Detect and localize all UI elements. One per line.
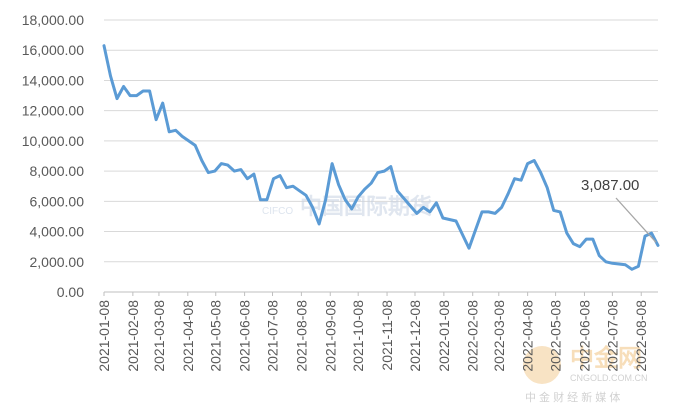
x-tick-label: 2022-03-08 xyxy=(491,300,507,372)
x-tick-label: 2021-12-08 xyxy=(407,300,423,372)
x-tick-label: 2022-06-08 xyxy=(576,300,592,372)
x-tick-label: 2021-01-08 xyxy=(96,300,112,372)
x-tick-label: 2022-04-08 xyxy=(520,300,536,372)
y-tick-label: 6,000.00 xyxy=(30,193,85,209)
y-tick-label: 10,000.00 xyxy=(22,133,84,149)
y-tick-label: 8,000.00 xyxy=(30,163,85,179)
x-tick-label: 2022-05-08 xyxy=(548,300,564,372)
cngold-watermark-sub: 中 金 财 经 新 媒 体 xyxy=(525,390,620,404)
annotation-leader-line xyxy=(615,197,657,243)
cifco-watermark-en: CIFCO xyxy=(262,206,293,217)
x-tick-label: 2022-08-08 xyxy=(633,300,649,372)
x-tick-label: 2021-03-08 xyxy=(151,300,167,372)
cngold-watermark-url: CNGOLD.COM.CN xyxy=(570,373,648,383)
y-tick-label: 12,000.00 xyxy=(22,103,84,119)
annotation: 3,087.00 xyxy=(581,177,657,243)
x-tick-label: 2022-01-08 xyxy=(436,300,452,372)
annotation-label: 3,087.00 xyxy=(581,177,639,194)
gridlines xyxy=(104,19,658,263)
y-tick-label: 16,000.00 xyxy=(22,42,84,58)
series-line xyxy=(102,44,660,271)
x-tick-label: 2021-08-08 xyxy=(293,300,309,372)
series-layer xyxy=(102,44,660,271)
x-tick-label: 2022-07-08 xyxy=(604,300,620,372)
y-axis: 0.00 2,000.00 4,000.00 6,000.00 8,000.00 10,0… xyxy=(22,12,85,300)
cngold-logo-icon xyxy=(523,346,561,384)
x-tick-label: 2021-07-08 xyxy=(265,300,281,372)
y-tick-label: 14,000.00 xyxy=(22,72,84,88)
x-tick-label: 2021-10-08 xyxy=(350,300,366,372)
x-tick-label: 2021-06-08 xyxy=(237,300,253,372)
x-tick-label: 2021-09-08 xyxy=(322,300,338,372)
y-tick-label: 0.00 xyxy=(57,284,84,300)
y-tick-label: 18,000.00 xyxy=(22,12,84,28)
x-tick-label: 2021-05-08 xyxy=(208,300,224,372)
y-tick-label: 2,000.00 xyxy=(30,254,85,270)
cngold-watermark-title: 中金网 xyxy=(570,344,642,372)
x-tick-label: 2022-02-08 xyxy=(465,300,481,372)
x-tick-label: 2021-11-08 xyxy=(379,300,395,371)
y-tick-label: 4,000.00 xyxy=(30,224,85,240)
x-axis: 2021-01-08 2021-02-08 2021-03-08 2021-04-08… xyxy=(96,291,658,372)
x-tick-label: 2021-02-08 xyxy=(125,300,141,372)
x-tick-label: 2021-04-08 xyxy=(180,300,196,372)
